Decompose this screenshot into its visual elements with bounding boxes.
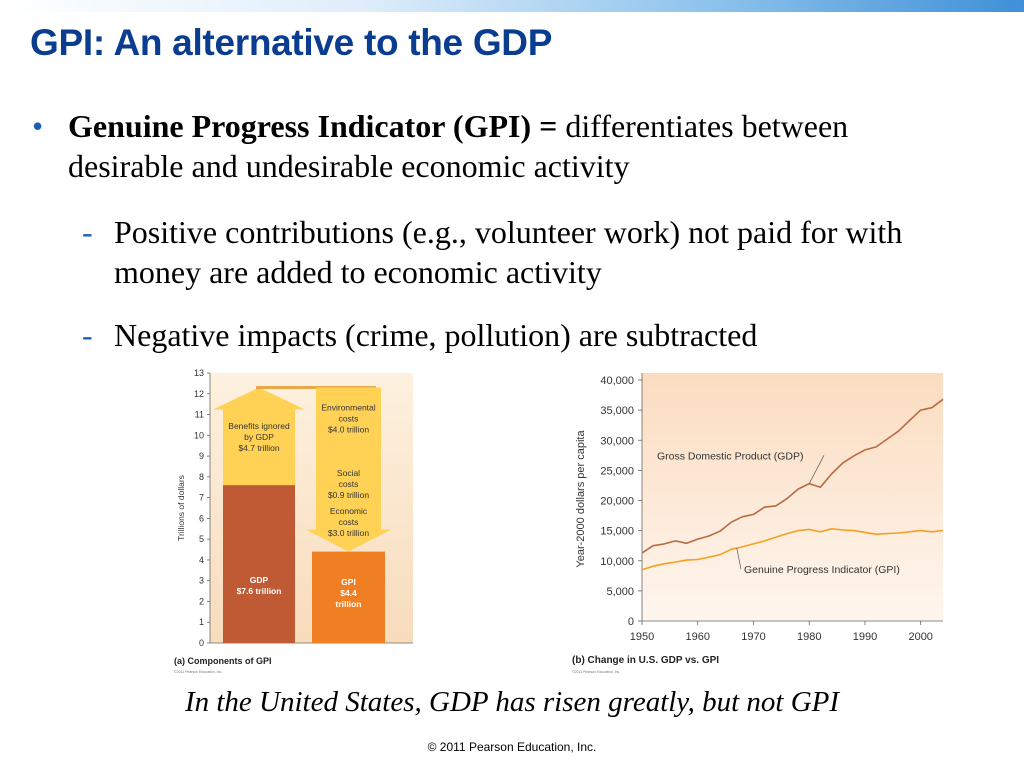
sub-bullet-text: Negative impacts (crime, pollution) are …	[114, 317, 758, 353]
chart-b-x-tick-label: 1980	[797, 631, 821, 643]
cost-label-1: Social costs $0.9 trillion	[328, 468, 369, 500]
chart-a-y-tick-label: 7	[199, 493, 204, 503]
chart-b-x-tick-label: 1970	[741, 631, 765, 643]
cost-label-2: Economic costs $3.0 trillion	[328, 506, 369, 538]
gpi-series-line	[641, 528, 944, 571]
chart-b-x-tick-label: 2000	[908, 631, 932, 643]
chart-a-y-tick-label: 8	[199, 472, 204, 482]
dash-icon: -	[82, 214, 93, 250]
costs-subtracted-arrow	[306, 387, 391, 552]
top-gradient-band	[0, 0, 1024, 12]
chart-a-y-tick-label: 5	[199, 534, 204, 544]
chart-a-y-tick-label: 2	[199, 596, 204, 606]
chart-a-y-tick-label: 12	[194, 389, 204, 399]
chart-b-y-tick-label: 10,000	[600, 556, 634, 568]
chart-a-y-tick-label: 4	[199, 555, 204, 565]
chart-b-y-tick-label: 40,000	[600, 375, 634, 387]
chart-b-caption: (b) Change in U.S. GDP vs. GPI	[572, 655, 719, 666]
chart-a-credit: ©2011 Pearson Education, Inc.	[174, 670, 222, 674]
chart-b-panel-bg	[642, 373, 943, 621]
chart-a-y-tick-label: 10	[194, 430, 204, 440]
benefits-added-arrow	[213, 387, 305, 486]
chart-b-y-tick-label: 25,000	[600, 465, 634, 477]
chart-b-y-tick-label: 0	[628, 616, 634, 628]
chart-a-y-tick-label: 11	[195, 410, 204, 420]
chart-b-y-tick-label: 35,000	[600, 405, 634, 417]
cost-label-0: Environmental costs $4.0 trillion	[321, 402, 375, 434]
chart-b-y-axis-label: Year-2000 dollars per capita	[575, 430, 587, 568]
chart-a-y-tick-label: 9	[199, 451, 204, 461]
chart-a-y-tick-label: 3	[199, 576, 204, 586]
chart-a-y-tick-label: 13	[194, 368, 204, 378]
gdp-vs-gpi-chart: 0 5,000 10,000 15,000 20,000 25,000 30,000 35,0…	[572, 373, 944, 674]
chart-a-caption: (a) Components of GPI	[174, 656, 272, 666]
gpi-term: Genuine Progress Indicator (GPI) =	[68, 108, 558, 144]
chart-b-x-tick-label: 1960	[685, 631, 709, 643]
gdp-bar-label: GDP $7.6 trillion	[237, 575, 282, 596]
gdp-label-leader	[808, 455, 825, 484]
chart-b-y-tick-label: 5,000	[606, 586, 634, 598]
arrow-connector	[256, 386, 376, 390]
gpi-label-leader	[736, 548, 742, 570]
chart-b-y-tick-label: 15,000	[600, 526, 634, 538]
chart-b-y-tick-label: 20,000	[600, 496, 634, 508]
benefits-ignored-label: Benefits ignored by GDP $4.7 trillion	[228, 421, 290, 453]
copyright-notice: © 2011 Pearson Education, Inc.	[427, 740, 597, 754]
gpi-bar-label: GPI $4.4 trillion	[336, 577, 362, 609]
chart-b-x-tick-label: 1990	[853, 631, 877, 643]
gdp-series-line	[641, 398, 944, 554]
chart-b-credit: ©2011 Pearson Education, Inc.	[572, 670, 620, 674]
slide-caption: In the United States, GDP has risen grea…	[184, 686, 840, 718]
chart-a-y-tick-label: 0	[199, 638, 204, 648]
bullet-dot-icon: •	[32, 108, 44, 144]
gpi-bar	[312, 551, 385, 643]
chart-b-y-tick-label: 30,000	[600, 435, 634, 447]
gpi-series-label: Genuine Progress Indicator (GPI)	[744, 564, 900, 576]
chart-a-y-tick-label: 6	[199, 513, 204, 523]
chart-b-x-tick-label: 1950	[630, 631, 654, 643]
gpi-definition: differentiates between desirable and und…	[68, 108, 849, 184]
chart-a-y-axis-label: Trillions of dollars	[176, 475, 186, 541]
dash-icon: -	[82, 317, 93, 353]
slide-title: GPI: An alternative to the GDP	[30, 22, 553, 63]
main-bullet-text: Genuine Progress Indicator (GPI) = diffe…	[68, 106, 968, 186]
gdp-bar	[223, 485, 295, 643]
chart-a-y-tick-label: 1	[199, 617, 204, 627]
sub-bullet-text: Positive contributions (e.g., volunteer …	[114, 214, 903, 290]
gdp-series-label: Gross Domestic Product (GDP)	[657, 450, 803, 462]
